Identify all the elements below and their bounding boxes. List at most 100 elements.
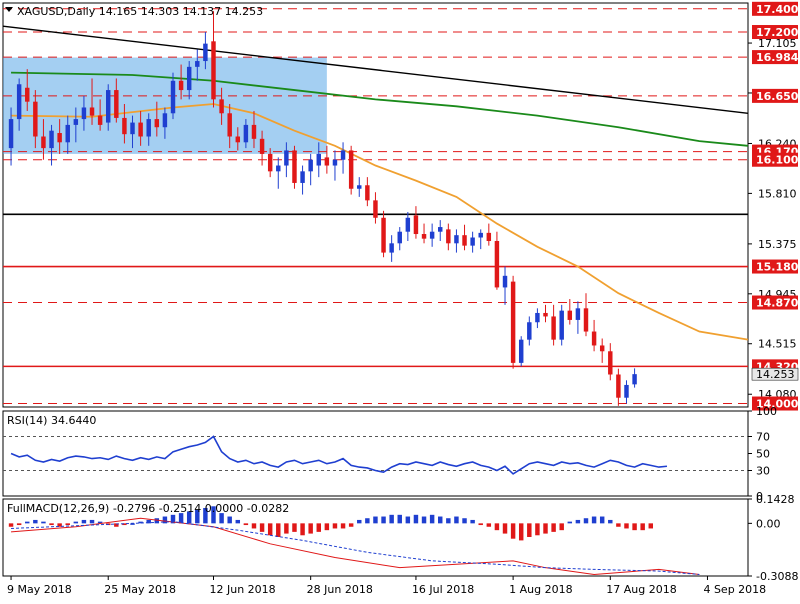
candle-body — [300, 171, 305, 183]
candle-body — [478, 232, 483, 238]
candle-body — [243, 124, 249, 143]
macd-pane: 0.1428 0.00 -0.3088 FullMACD(12,26,9) -0.27… — [2, 493, 798, 583]
candle-body — [348, 150, 354, 189]
macd-histogram-bar — [551, 523, 556, 532]
macd-histogram-bar — [535, 523, 540, 536]
macd-histogram-bar — [49, 523, 54, 526]
macd-histogram-bar — [114, 523, 119, 527]
macd-histogram-bar — [57, 523, 62, 527]
candle-body — [510, 281, 516, 363]
price-level-label: 16.100 — [756, 154, 799, 167]
macd-histogram-bar — [300, 523, 305, 536]
time-tick-label: 12 Jun 2018 — [209, 583, 275, 596]
macd-histogram-bar — [332, 523, 338, 529]
macd-histogram-bar — [373, 516, 378, 524]
candle-body — [583, 308, 589, 332]
macd-histogram-bar — [138, 521, 143, 524]
candle-body — [276, 165, 281, 172]
price-level-tag — [752, 1, 798, 16]
macd-tick-label: 0.00 — [756, 517, 781, 530]
macd-histogram-bar — [527, 523, 532, 537]
macd-histogram-bar — [575, 519, 581, 524]
macd-histogram-bar — [608, 519, 613, 524]
candle-body — [235, 136, 241, 143]
candle-body — [251, 124, 257, 139]
candle-body — [624, 384, 629, 398]
macd-histogram-bar — [462, 518, 467, 524]
candle-body — [575, 308, 581, 320]
macd-tick-label: 0.1428 — [756, 493, 795, 506]
rsi-pane: 100 70 50 30 0 RSI(14) 34.6440 — [2, 405, 777, 503]
macd-histogram-bar — [219, 513, 224, 524]
candle-body — [97, 115, 103, 125]
macd-histogram-bar — [510, 523, 516, 539]
candle-body — [518, 339, 524, 363]
price-level-label: 17.200 — [756, 26, 799, 39]
macd-histogram-bar — [259, 523, 265, 532]
macd-histogram-bar — [227, 516, 232, 524]
macd-histogram-bar — [41, 521, 46, 524]
candle-body — [535, 312, 540, 323]
macd-histogram-bar — [65, 523, 70, 526]
candle-body — [81, 107, 87, 120]
candle-body — [486, 232, 492, 241]
macd-histogram-bar — [340, 523, 346, 529]
candle-body — [446, 229, 451, 244]
price-level-label: 17.400 — [756, 3, 799, 16]
candle-body — [632, 374, 637, 385]
candle-body — [397, 231, 402, 244]
candle-body — [405, 217, 411, 232]
price-pane: 17.10516.67516.24015.81015.37514.94514.5… — [2, 1, 799, 411]
macd-histogram-bar — [405, 516, 411, 524]
price-level-tag — [752, 25, 798, 40]
candle-body — [105, 90, 111, 123]
time-tick-label: 17 Aug 2018 — [606, 583, 676, 596]
candle-body — [527, 322, 532, 340]
macd-histogram-bar — [591, 516, 597, 524]
candle-body — [316, 153, 321, 166]
price-level-tag — [752, 259, 798, 274]
candle-body — [567, 310, 573, 320]
candle-body — [365, 185, 370, 201]
macd-histogram-bar — [97, 521, 103, 524]
rsi-tick-label: 100 — [756, 405, 777, 418]
macd-histogram-bar — [478, 523, 483, 526]
macd-histogram-bar — [211, 506, 216, 524]
macd-histogram-bar — [648, 523, 654, 529]
candle-body — [130, 122, 135, 135]
macd-histogram-bar — [8, 523, 14, 527]
chart-menu-triangle-icon — [5, 7, 13, 12]
candle-body — [211, 41, 216, 100]
macd-histogram-bar — [559, 523, 564, 531]
rsi-title: RSI(14) 34.6440 — [7, 414, 96, 427]
candle-body — [114, 90, 119, 118]
macd-histogram-bar — [25, 521, 30, 524]
macd-histogram-bar — [186, 511, 192, 524]
macd-histogram-bar — [178, 513, 184, 524]
macd-histogram-bar — [89, 519, 95, 524]
candle-body — [308, 159, 313, 172]
macd-histogram-bar — [624, 523, 629, 529]
candle-body — [65, 124, 70, 143]
price-tick-label: 15.810 — [758, 187, 797, 200]
candle-body — [551, 316, 556, 340]
candle-body — [8, 119, 14, 149]
rsi-tick-label: 30 — [756, 465, 770, 478]
macd-histogram-bar — [284, 523, 289, 534]
macd-histogram-bar — [348, 523, 354, 527]
candle-body — [429, 231, 435, 239]
price-level-label: 14.870 — [756, 297, 799, 310]
macd-histogram-bar — [421, 516, 427, 524]
candle-body — [16, 84, 22, 120]
candle-body — [138, 122, 143, 137]
macd-pane-border — [2, 498, 749, 577]
candle-body — [357, 185, 362, 189]
price-level-tag — [752, 152, 798, 167]
rsi-tick-label: 0 — [756, 490, 763, 503]
macd-histogram-bar — [389, 514, 394, 524]
macd-histogram-bar — [170, 514, 176, 524]
trendline — [2, 25, 749, 114]
candle-body — [421, 234, 427, 239]
